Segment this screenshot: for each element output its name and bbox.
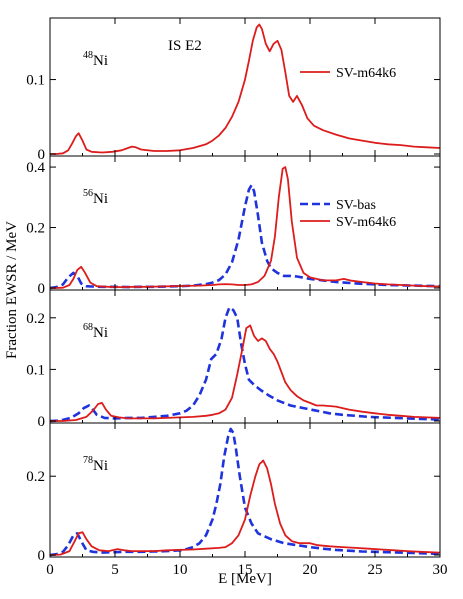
nucleus-symbol: Ni <box>93 325 108 341</box>
y-tick-label: 0.4 <box>26 160 45 176</box>
nucleus-symbol: Ni <box>93 458 108 474</box>
nucleus-label-78ni: 78Ni <box>83 455 108 474</box>
x-tick-label: 5 <box>111 562 119 578</box>
legend-56ni: SV-bas SV-m64k6 <box>300 198 396 230</box>
y-axis-label: Fraction EWSR / MeV <box>4 221 20 359</box>
panel-56ni: 0 0.2 0.4 56Ni SV-bas SV-m64k6 <box>26 156 441 297</box>
x-axis: 0 5 10 15 20 25 30 <box>46 562 447 578</box>
x-tick-label: 25 <box>368 562 383 578</box>
series-line-sv-m64k6-78ni <box>49 459 441 556</box>
annotation-is-e2: IS E2 <box>168 38 202 54</box>
y-tick-label: 0.1 <box>26 362 45 378</box>
y-tick-label: 0 <box>38 281 46 297</box>
nucleus-label-48ni: 48Ni <box>83 50 108 69</box>
y-tick-label: 0.2 <box>26 221 45 237</box>
panel-48ni: 0 0.1 48Ni SV-m64k6 <box>26 18 441 163</box>
nucleus-mass: 78 <box>83 455 93 466</box>
x-tick-label: 15 <box>238 562 253 578</box>
series-line-sv-bas-68ni <box>49 306 441 423</box>
y-tick-label: 0 <box>38 414 46 430</box>
series-line-sv-bas-78ni <box>49 427 441 557</box>
x-tick-label: 20 <box>303 562 318 578</box>
frame-layer <box>49 17 441 558</box>
y-tick-label: 0.2 <box>26 469 45 485</box>
nucleus-label-56ni: 56Ni <box>83 188 108 207</box>
nucleus-mass: 68 <box>83 322 93 333</box>
panel-frame-68ni <box>49 289 441 424</box>
y-tick-label: 0 <box>38 147 46 163</box>
nucleus-mass: 48 <box>83 50 93 61</box>
series-line-sv-bas-56ni <box>49 183 441 290</box>
panel-78ni: 0 0.2 78Ni <box>26 423 441 564</box>
series-line-sv-m64k6-56ni <box>50 166 441 289</box>
nucleus-symbol: Ni <box>93 53 108 69</box>
x-tick-label: 10 <box>173 562 188 578</box>
legend-text-sv-m64k6: SV-m64k6 <box>336 66 396 81</box>
panel-frame-48ni <box>49 17 441 157</box>
y-tick-label: 0 <box>38 548 46 564</box>
legend-text-sv-m64k6: SV-m64k6 <box>336 215 396 230</box>
legend-text-sv-bas: SV-bas <box>336 198 376 213</box>
series-line-sv-m64k6-48ni <box>50 23 441 155</box>
nucleus-mass: 56 <box>83 188 93 199</box>
legend-48ni: SV-m64k6 <box>300 66 396 81</box>
x-axis-label: E [MeV] <box>218 571 272 587</box>
x-tick-label: 30 <box>433 562 448 578</box>
x-tick-label: 0 <box>46 562 54 578</box>
nucleus-symbol: Ni <box>93 191 108 207</box>
series-line-sv-m64k6-68ni <box>50 324 441 422</box>
panel-frame-78ni <box>49 422 441 558</box>
y-tick-label: 0.1 <box>26 73 45 89</box>
panel-68ni: 0 0.1 0.2 68Ni <box>26 290 441 430</box>
y-tick-label: 0.2 <box>26 311 45 327</box>
nucleus-label-68ni: 68Ni <box>83 322 108 341</box>
